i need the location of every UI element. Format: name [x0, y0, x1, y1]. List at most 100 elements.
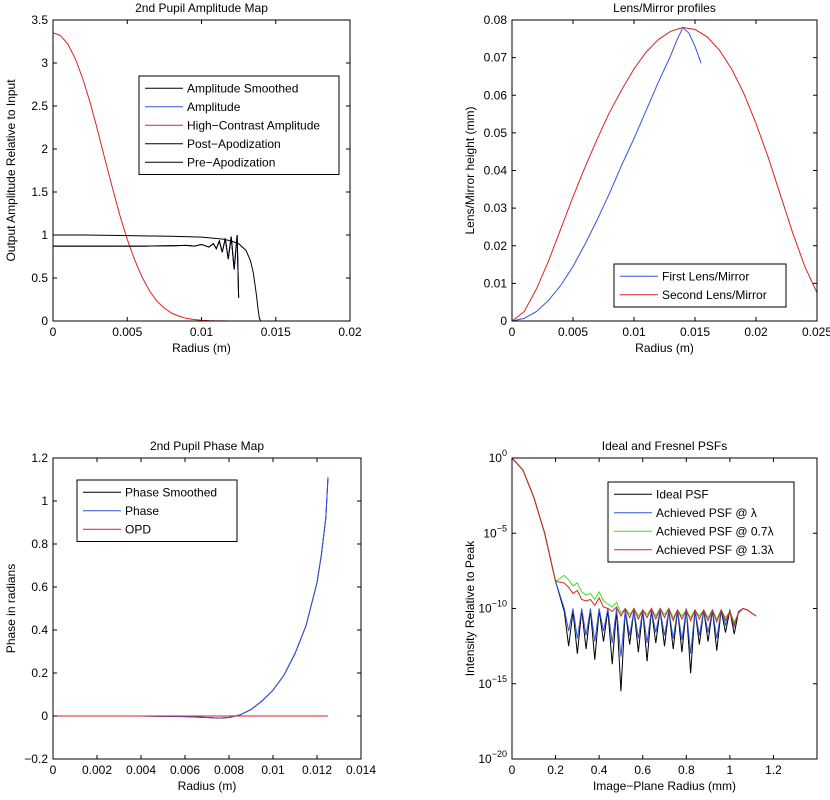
legend-entry: Ideal PSF	[656, 487, 709, 501]
legend-entry: Amplitude	[187, 100, 241, 114]
legend-entry: Post−Apodization	[187, 137, 281, 151]
x-tick-label: 0.015	[680, 325, 710, 339]
x-tick-label: 1	[727, 763, 734, 777]
x-axis-label: Radius (m)	[178, 779, 237, 793]
series-line-2	[512, 27, 817, 321]
legend-entry: Pre−Apodization	[187, 155, 275, 169]
x-tick-label: 0	[50, 325, 57, 339]
x-tick-label: 0.008	[214, 763, 244, 777]
y-axis-label: Intensity Relative to Peak	[463, 540, 477, 676]
legend-box	[613, 263, 787, 308]
x-tick-label: 0.002	[82, 763, 112, 777]
series-line-1	[53, 234, 240, 298]
x-tick-label: 0.8	[678, 763, 695, 777]
y-axis-label: Output Amplitude Relative to Input	[4, 79, 18, 262]
y-tick-label: 0.4	[31, 623, 48, 637]
chart-panel-1: 2nd Pupil Amplitude Map 0 0.005 0.01 0.015 0.…	[4, 1, 362, 355]
series-line-4	[512, 458, 757, 627]
y-tick-label: 0.06	[484, 88, 508, 102]
chart-title: 2nd Pupil Phase Map	[150, 439, 264, 453]
y-tick-label: 0.03	[484, 201, 508, 215]
y-tick-label: 0.8	[31, 537, 48, 551]
x-tick-label: 0.6	[634, 763, 651, 777]
x-tick-label: 0.025	[802, 325, 830, 339]
legend-entry: Achieved PSF @ 0.7λ	[656, 524, 774, 538]
y-tick-label: 10−10	[478, 599, 507, 616]
x-tick-label: 0.005	[112, 325, 142, 339]
x-tick-label: 0.4	[591, 763, 608, 777]
y-tick-label: 0.02	[484, 239, 508, 253]
y-tick-label: 0	[500, 314, 507, 328]
chart-title: Lens/Mirror profiles	[613, 1, 716, 15]
chart-title: 2nd Pupil Amplitude Map	[135, 1, 268, 15]
y-tick-label: −0.2	[24, 752, 48, 766]
legend: Amplitude Smoothed Amplitude High−Contrast…	[138, 75, 340, 175]
x-tick-label: 0.015	[261, 325, 291, 339]
x-tick-label: 0.02	[744, 325, 768, 339]
x-tick-label: 0.01	[261, 763, 285, 777]
legend-entry: High−Contrast Amplitude	[187, 118, 320, 132]
series-line-2	[512, 458, 757, 657]
y-tick-label: 3.5	[31, 13, 48, 27]
legend-entry: First Lens/Mirror	[662, 269, 749, 283]
y-axis-label: Phase in radians	[4, 564, 18, 653]
series-line-5	[53, 234, 240, 298]
x-axis-label: Radius (m)	[635, 341, 694, 355]
legend: Ideal PSF Achieved PSF @ λ Achieved PSF @ …	[607, 481, 795, 563]
x-tick-label: 0.2	[547, 763, 564, 777]
y-axis-label: Lens/Mirror height (mm)	[463, 106, 477, 234]
x-tick-label: 0.004	[126, 763, 156, 777]
y-tick-label: 0	[41, 709, 48, 723]
y-tick-label: 0.6	[31, 580, 48, 594]
y-tick-label: 2.5	[31, 99, 48, 113]
chart-panel-3: 2nd Pupil Phase Map 0 0.002 0.004 0.006 0.008…	[4, 439, 376, 793]
x-tick-label: 0.02	[338, 325, 362, 339]
legend-box	[607, 481, 795, 563]
x-tick-label: 0.012	[302, 763, 332, 777]
y-tick-label: 1	[41, 494, 48, 508]
legend-entry: Phase	[125, 504, 159, 518]
x-tick-label: 0.014	[346, 763, 376, 777]
y-tick-label: 0.2	[31, 666, 48, 680]
y-tick-label: 0	[41, 314, 48, 328]
x-axis-label: Radius (m)	[172, 341, 231, 355]
chart-panel-2: Lens/Mirror profiles 0 0.005 0.01 0.015 0.02 0…	[463, 1, 830, 355]
axes-frame	[52, 457, 362, 760]
y-tick-label: 0.08	[484, 13, 508, 27]
x-tick-label: 0	[50, 763, 57, 777]
legend-entry: OPD	[125, 522, 151, 536]
chart-panel-4: Ideal and Fresnel PSFs 0 0.2 0.4 0.6 0.8 1 1.2 1…	[463, 439, 818, 793]
y-tick-label: 2	[41, 142, 48, 156]
y-tick-label: 0.5	[31, 271, 48, 285]
y-tick-label: 10−20	[478, 749, 507, 766]
x-tick-label: 0	[509, 325, 516, 339]
y-tick-label: 0.04	[484, 164, 508, 178]
legend: First Lens/Mirror Second Lens/Mirror	[613, 263, 787, 308]
x-tick-label: 0.005	[558, 325, 588, 339]
series-line-2	[53, 477, 329, 719]
x-tick-label: 0.01	[190, 325, 214, 339]
x-tick-label: 0.01	[622, 325, 646, 339]
y-tick-label: 1.5	[31, 185, 48, 199]
legend-entry: Phase Smoothed	[125, 485, 217, 499]
y-tick-label: 100	[489, 448, 507, 465]
legend-entry: Achieved PSF @ 1.3λ	[656, 543, 774, 557]
series-line-2	[53, 234, 240, 298]
x-tick-label: 0.006	[170, 763, 200, 777]
y-tick-label: 0.07	[484, 51, 508, 65]
legend: Phase Smoothed Phase OPD	[76, 479, 238, 542]
legend-entry: Second Lens/Mirror	[662, 288, 767, 302]
y-tick-label: 0.05	[484, 126, 508, 140]
x-tick-label: 0	[509, 763, 516, 777]
y-tick-label: 10−15	[478, 674, 507, 691]
y-tick-label: 1.2	[31, 451, 48, 465]
y-tick-label: 10−5	[483, 523, 507, 540]
y-tick-label: 1	[41, 228, 48, 242]
x-axis-label: Image−Plane Radius (mm)	[593, 779, 736, 793]
chart-title: Ideal and Fresnel PSFs	[602, 439, 727, 453]
y-tick-label: 3	[41, 56, 48, 70]
legend-entry: Amplitude Smoothed	[187, 81, 298, 95]
x-tick-label: 1.2	[765, 763, 782, 777]
legend-entry: Achieved PSF @ λ	[656, 506, 757, 520]
